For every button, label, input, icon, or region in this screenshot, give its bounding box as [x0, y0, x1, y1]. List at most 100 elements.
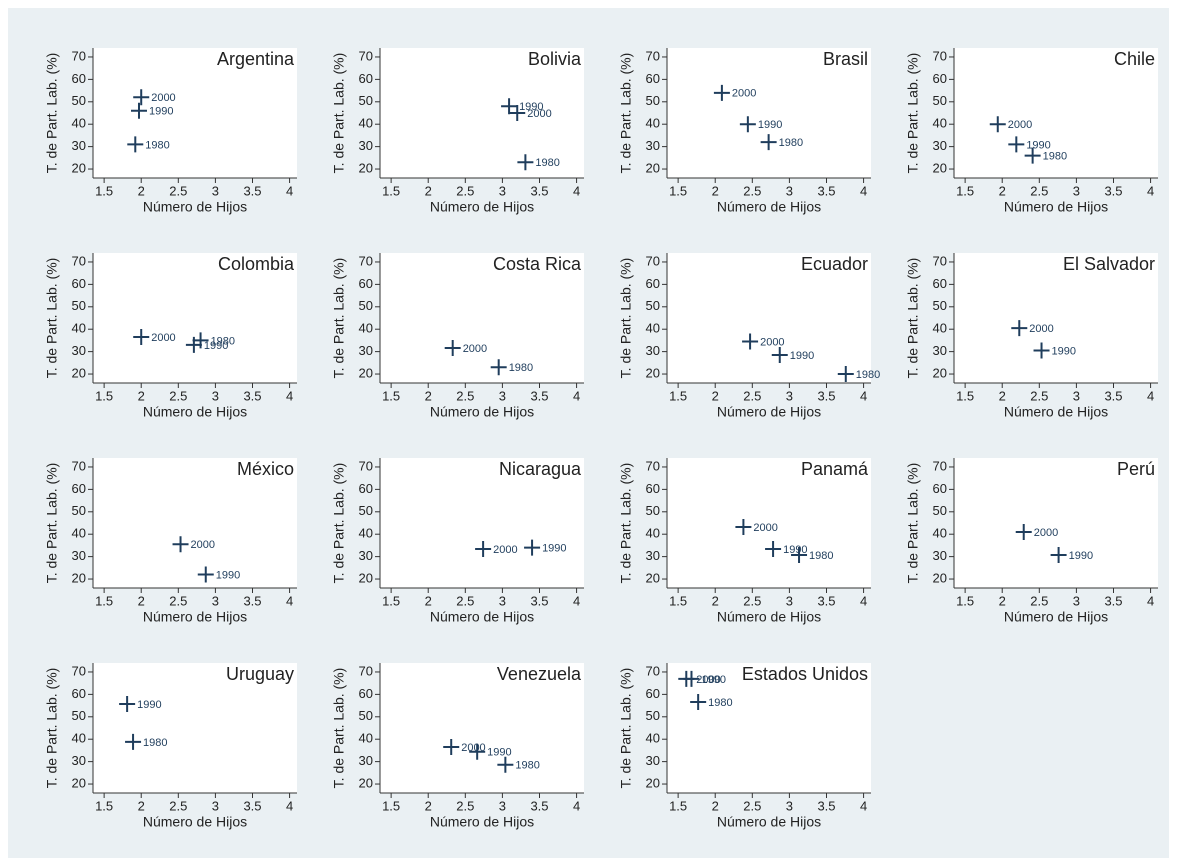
- x-tick-label: 3: [212, 183, 219, 198]
- point: [133, 89, 150, 106]
- point: [1008, 136, 1025, 153]
- x-tick-label: 3.5: [530, 593, 548, 608]
- x-tick-label: 2.5: [1030, 183, 1048, 198]
- y-tick-label: 70: [359, 458, 373, 473]
- y-tick-label: 40: [72, 731, 86, 746]
- x-axis-label: Número de Hijos: [430, 199, 534, 215]
- plot-area: [667, 663, 871, 793]
- x-tick-label: 1.5: [669, 183, 687, 198]
- x-tick-label: 2.5: [743, 183, 761, 198]
- y-tick-label: 20: [72, 160, 86, 175]
- point-label: 2000: [151, 92, 175, 104]
- point: [197, 566, 214, 583]
- point-label: 1980: [779, 137, 803, 149]
- x-tick-label: 3.5: [243, 388, 261, 403]
- y-tick-label: 40: [72, 116, 86, 131]
- panel-title: El Salvador: [1063, 254, 1155, 274]
- y-tick-label: 40: [646, 116, 660, 131]
- point-label: 1980: [809, 550, 833, 562]
- x-tick-label: 3: [499, 388, 506, 403]
- point: [524, 539, 541, 556]
- x-tick-label: 2.5: [169, 593, 187, 608]
- point-label: 1990: [1026, 139, 1050, 151]
- y-tick-label: 20: [72, 775, 86, 790]
- y-axis-label: T. de Part. Lab. (%): [44, 258, 60, 379]
- x-tick-label: 3.5: [817, 183, 835, 198]
- y-tick-label: 40: [72, 526, 86, 541]
- x-tick-label: 4: [286, 798, 293, 813]
- y-tick-label: 30: [933, 343, 947, 358]
- x-tick-label: 2: [712, 593, 719, 608]
- plot-area: [667, 48, 871, 178]
- x-axis-label: Número de Hijos: [717, 404, 821, 420]
- x-tick-label: 3: [1073, 183, 1080, 198]
- plot-area: [93, 663, 297, 793]
- panel-title: Chile: [1114, 49, 1155, 69]
- x-tick-label: 2: [138, 183, 145, 198]
- x-tick-label: 3.5: [817, 593, 835, 608]
- point: [1024, 147, 1041, 164]
- x-axis-label: Número de Hijos: [143, 814, 247, 830]
- y-tick-label: 70: [359, 663, 373, 678]
- x-tick-label: 3.5: [530, 183, 548, 198]
- x-tick-label: 4: [573, 798, 580, 813]
- y-axis-label: T. de Part. Lab. (%): [331, 53, 347, 174]
- point: [444, 340, 461, 357]
- point-label: 1990: [204, 340, 228, 352]
- y-axis-label: T. de Part. Lab. (%): [331, 463, 347, 584]
- x-tick-label: 2: [999, 593, 1006, 608]
- x-tick-label: 2: [425, 798, 432, 813]
- y-axis-label: T. de Part. Lab. (%): [44, 668, 60, 789]
- x-tick-label: 1.5: [956, 593, 974, 608]
- y-tick-label: 30: [72, 138, 86, 153]
- x-tick-label: 1.5: [95, 183, 113, 198]
- panel-title: Perú: [1117, 459, 1155, 479]
- point-label: 2000: [1029, 323, 1053, 335]
- x-tick-label: 3: [786, 593, 793, 608]
- y-tick-label: 20: [359, 570, 373, 585]
- point-label: 2000: [760, 336, 784, 348]
- y-tick-label: 40: [359, 731, 373, 746]
- y-tick-label: 40: [359, 116, 373, 131]
- y-tick-label: 60: [359, 276, 373, 291]
- plot-area: [667, 253, 871, 383]
- x-axis-label: Número de Hijos: [717, 814, 821, 830]
- point: [497, 756, 514, 773]
- y-tick-label: 70: [933, 458, 947, 473]
- y-axis-label: T. de Part. Lab. (%): [618, 53, 634, 174]
- point-label: 1990: [542, 543, 566, 555]
- point-label: 1990: [1052, 345, 1076, 357]
- y-tick-label: 30: [359, 343, 373, 358]
- x-tick-label: 4: [573, 593, 580, 608]
- y-tick-label: 50: [646, 93, 660, 108]
- x-tick-label: 2: [712, 798, 719, 813]
- y-tick-label: 20: [646, 365, 660, 380]
- y-tick-label: 50: [933, 93, 947, 108]
- y-tick-label: 20: [72, 570, 86, 585]
- x-tick-label: 2.5: [743, 388, 761, 403]
- y-tick-label: 30: [646, 753, 660, 768]
- plot-area: [954, 458, 1158, 588]
- x-axis-label: Número de Hijos: [143, 199, 247, 215]
- y-axis-label: T. de Part. Lab. (%): [44, 53, 60, 174]
- x-tick-label: 2: [712, 183, 719, 198]
- point-label: 2000: [1034, 527, 1058, 539]
- x-tick-label: 3: [1073, 593, 1080, 608]
- point: [133, 329, 150, 346]
- y-tick-label: 60: [933, 276, 947, 291]
- y-tick-label: 20: [646, 775, 660, 790]
- y-tick-label: 30: [646, 548, 660, 563]
- point: [490, 359, 507, 376]
- x-tick-label: 3.5: [530, 798, 548, 813]
- x-tick-label: 3: [786, 798, 793, 813]
- point-label: 1990: [783, 544, 807, 556]
- point: [517, 154, 534, 171]
- point-label: 2000: [753, 522, 777, 534]
- x-tick-label: 2: [425, 593, 432, 608]
- y-tick-label: 60: [933, 71, 947, 86]
- x-axis-label: Número de Hijos: [1004, 404, 1108, 420]
- point: [1015, 523, 1032, 540]
- y-tick-label: 20: [646, 570, 660, 585]
- x-tick-label: 2.5: [456, 183, 474, 198]
- y-tick-label: 30: [359, 548, 373, 563]
